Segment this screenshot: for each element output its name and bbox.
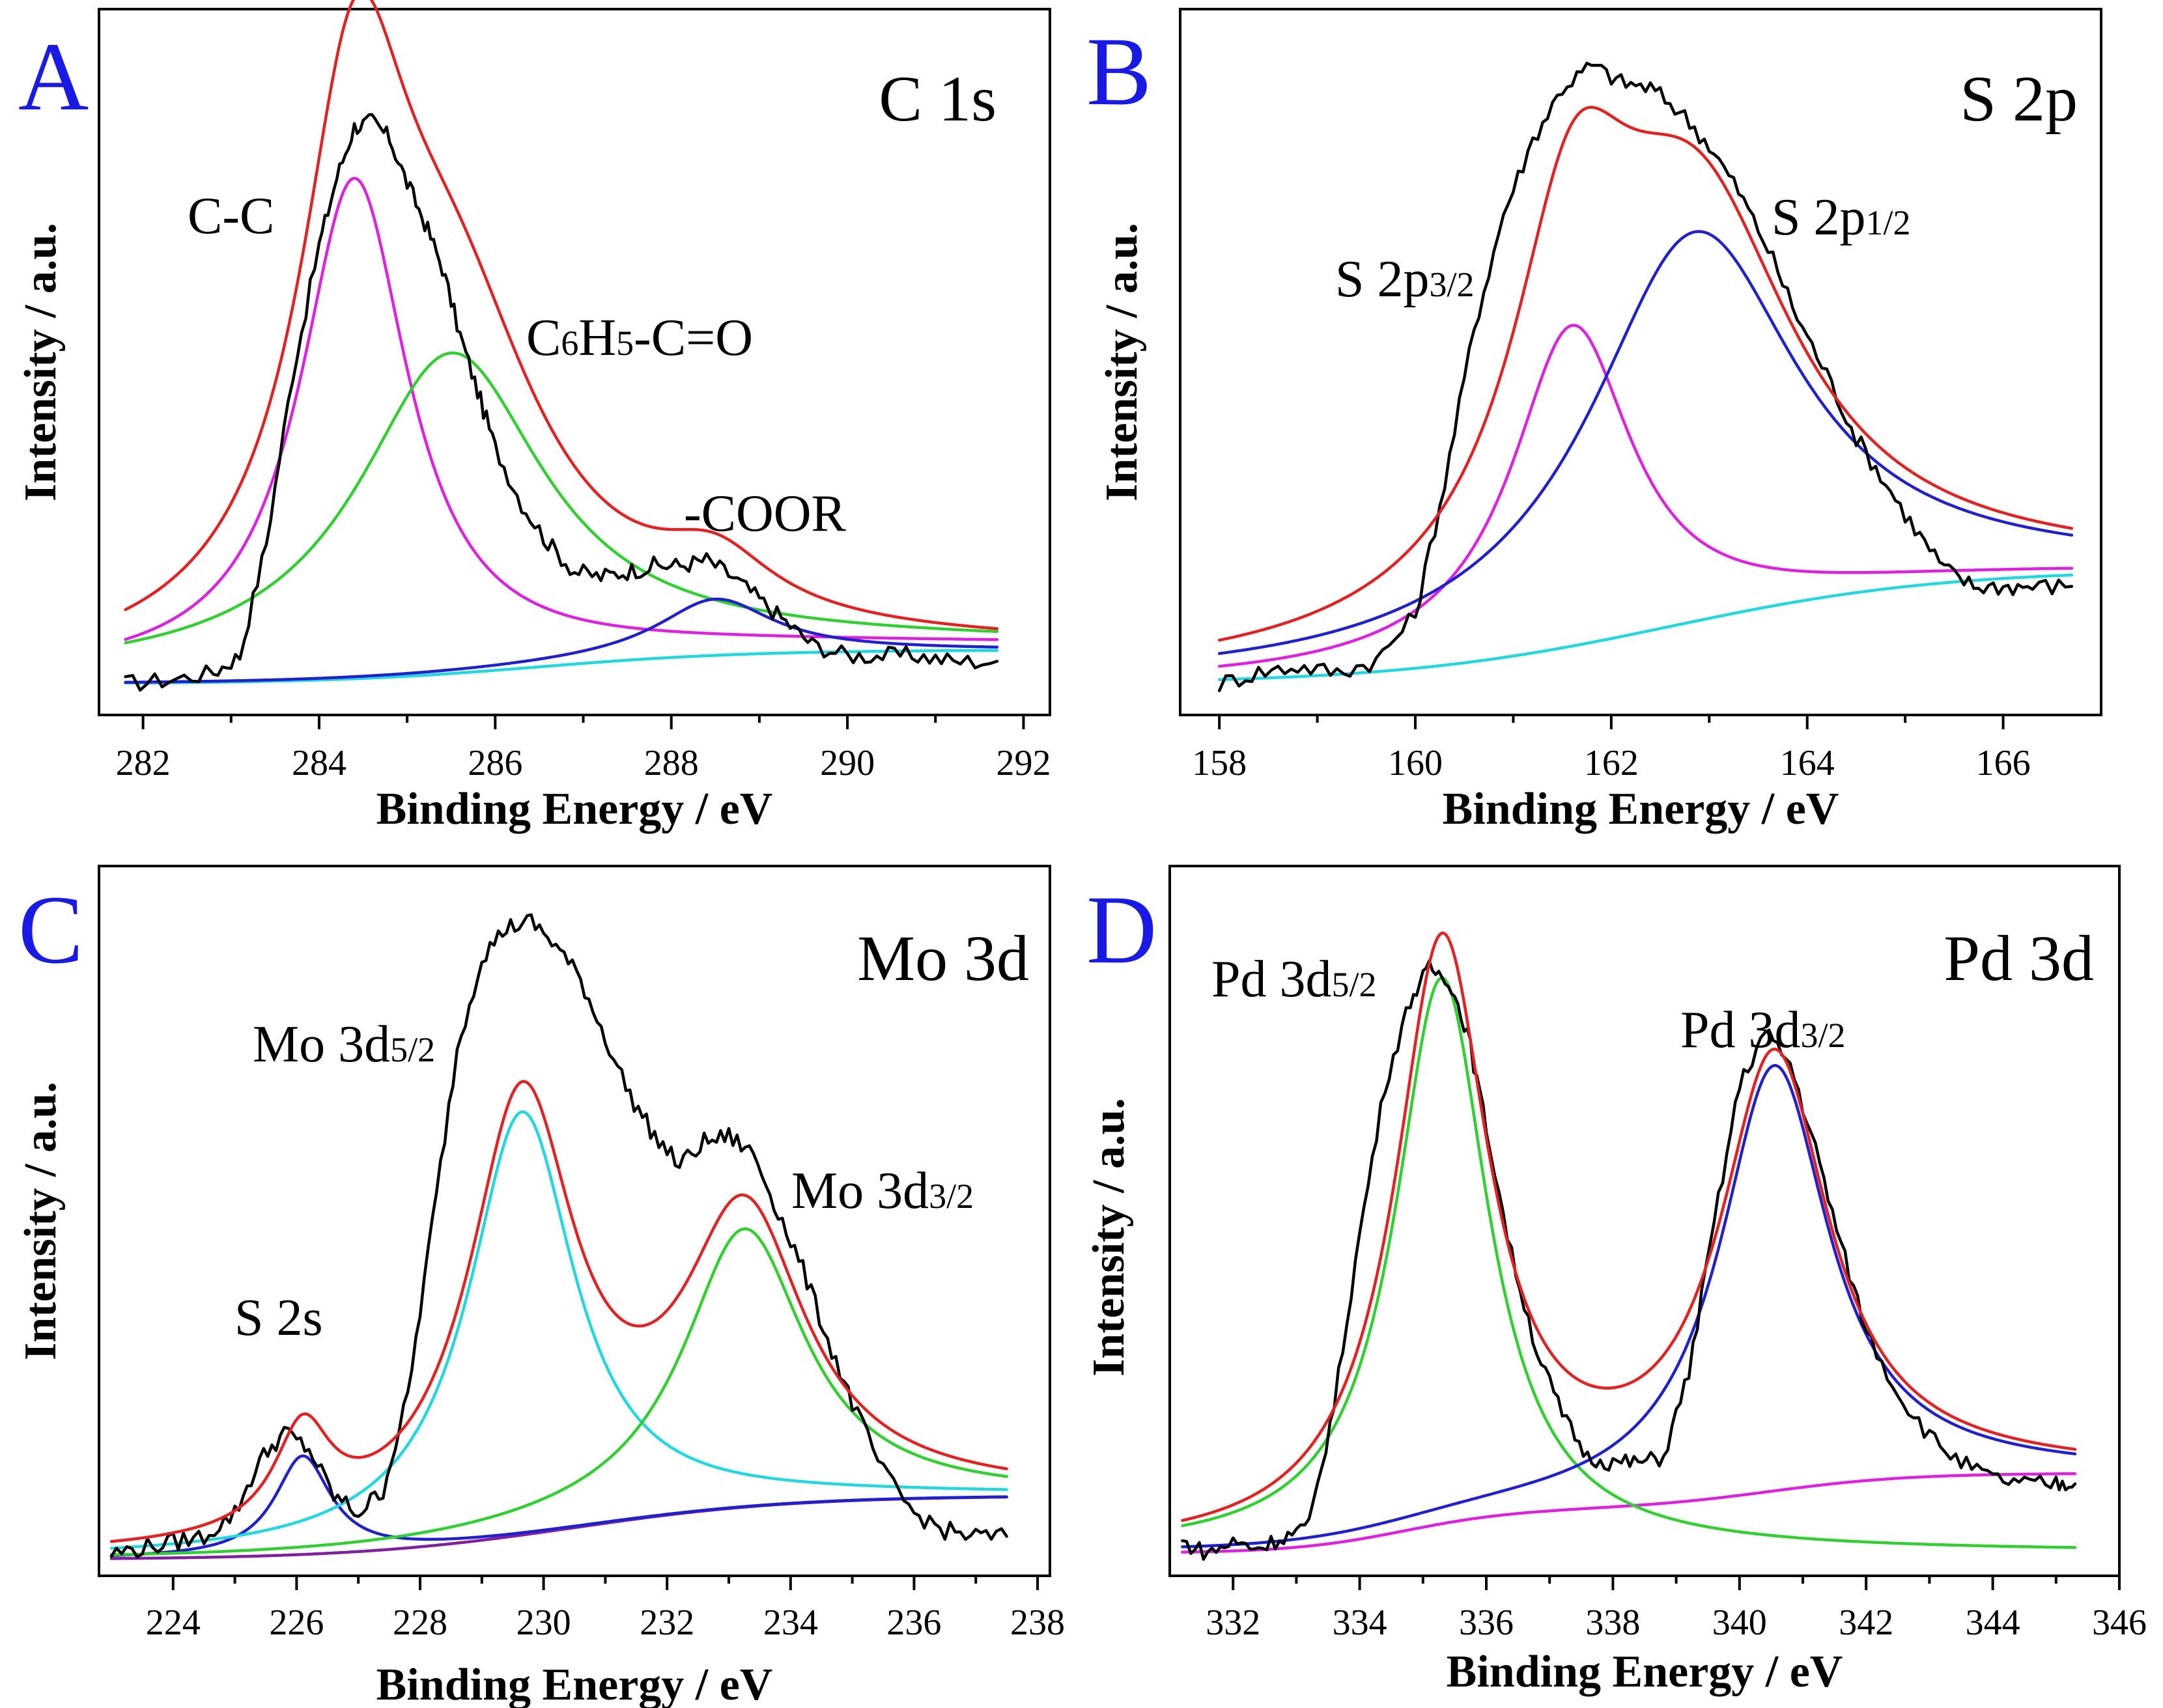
panel-c-y-axis-label: Intensity / a.u. [16, 1082, 66, 1360]
panel-letter-d: D [1086, 876, 1157, 984]
experimental-trace [109, 913, 1008, 1559]
panel-letter-c: C [18, 876, 83, 984]
panel-d-y-axis-label: Intensity / a.u. [1084, 1098, 1134, 1377]
x-tick-label: 236 [886, 1603, 941, 1643]
x-tick-label: 232 [640, 1603, 694, 1643]
panel-b-x-axis: 158 160 162 164 166 [1192, 715, 2031, 783]
x-tick-label: 158 [1192, 743, 1247, 783]
panel-letter-a: A [18, 23, 89, 131]
panel-a-x-axis-label: Binding Energy / eV [376, 784, 773, 834]
peak-curve-mo-3d3-2 [109, 1227, 1008, 1556]
x-tick-label: 342 [1839, 1603, 1893, 1643]
x-tick-label: 164 [1780, 743, 1835, 783]
annotation-pd-3d5-2: Pd 3d5/2 [1211, 951, 1377, 1008]
panel-c-title: Mo 3d [857, 922, 1029, 994]
peak-curve-s-2s [109, 1454, 1008, 1558]
x-tick-label: 332 [1206, 1603, 1260, 1643]
panel-b-curves [1217, 61, 2074, 692]
panel-d: D Pd 3d 332 334 336 338 340 342 344 346 Binding… [1084, 865, 2147, 1697]
panel-d-title: Pd 3d [1944, 922, 2094, 994]
envelope-fit-curve [109, 1080, 1008, 1543]
panel-a: A C 1s 282 284 286 288 290 292 Binding Energy… [16, 0, 1051, 834]
x-tick-label: 160 [1388, 743, 1443, 783]
peak-curve-coor [124, 597, 999, 684]
annotation-pd-3d3-2: Pd 3d3/2 [1680, 1001, 1846, 1059]
peak-curve-pd-3d5-2 [1181, 976, 2077, 1549]
experimental-trace [1217, 61, 2074, 692]
peak-curve-c6h5-c-o [124, 351, 999, 645]
x-tick-label: 292 [996, 743, 1051, 783]
x-tick-label: 238 [1010, 1603, 1065, 1643]
panel-d-x-axis: 332 334 336 338 340 342 344 346 [1206, 1576, 2147, 1643]
annotation-mo-3d3-2: Mo 3d3/2 [791, 1162, 974, 1220]
peak-curve-c-c [124, 176, 999, 641]
panel-d-x-axis-label: Binding Energy / eV [1447, 1647, 1843, 1697]
panel-b-y-axis-label: Intensity / a.u. [1097, 223, 1147, 501]
panel-b: B S 2p 158 160 162 164 166 Binding Energy / … [1086, 8, 2102, 834]
annotation-s-2p1-2: S 2p1/2 [1772, 189, 1911, 246]
x-tick-label: 284 [292, 743, 346, 783]
experimental-trace [1181, 959, 2077, 1561]
x-tick-label: 162 [1584, 743, 1639, 783]
background-curve [1217, 573, 2074, 681]
panel-d-frame [1168, 865, 2121, 1577]
panel-a-frame [98, 8, 1051, 716]
x-tick-label: 288 [644, 743, 699, 783]
panel-b-frame [1179, 8, 2102, 716]
panel-d-curves [1181, 931, 2077, 1561]
annotation-s-2s: S 2s [234, 1289, 323, 1347]
x-tick-label: 234 [763, 1603, 818, 1643]
panel-a-x-axis: 282 284 286 288 290 292 [116, 715, 1051, 783]
x-tick-label: 282 [116, 743, 171, 783]
envelope-fit-curve [1217, 105, 2074, 642]
panel-letter-b: B [1086, 18, 1152, 126]
peak-curve-mo-3d5-2 [109, 1110, 1008, 1550]
x-tick-label: 336 [1459, 1603, 1514, 1643]
peak-curve-s-2p1-2 [1217, 230, 2074, 655]
x-tick-label: 334 [1333, 1603, 1387, 1643]
x-tick-label: 286 [468, 743, 522, 783]
x-tick-label: 290 [820, 743, 875, 783]
x-tick-label: 338 [1585, 1603, 1640, 1643]
envelope-fit-curve [124, 0, 999, 630]
x-tick-label: 226 [269, 1603, 324, 1643]
panel-a-y-axis-label: Intensity / a.u. [16, 223, 66, 501]
panel-c: C Mo 3d 224 226 228 230 232 234 236 238 Binding… [16, 865, 1065, 1708]
panel-b-x-axis-label: Binding Energy / eV [1443, 784, 1839, 834]
x-tick-label: 346 [2092, 1603, 2147, 1643]
x-tick-label: 230 [516, 1603, 571, 1643]
peak-curve-pd-3d3-2 [1181, 1064, 2077, 1548]
background-curve [1181, 1472, 2077, 1554]
panel-b-title: S 2p [1960, 63, 2078, 135]
panel-c-curves [109, 913, 1008, 1560]
x-tick-label: 166 [1976, 743, 2031, 783]
panel-c-x-axis: 224 226 228 230 232 234 236 238 [146, 1576, 1065, 1643]
x-tick-label: 228 [393, 1603, 447, 1643]
x-tick-label: 340 [1712, 1603, 1767, 1643]
envelope-fit-curve [1181, 931, 2077, 1522]
annotation-mo-3d5-2: Mo 3d5/2 [253, 1016, 435, 1073]
annotation-s-2p3-2: S 2p3/2 [1335, 251, 1475, 308]
annotation-c6h5-c-o: C6H5-C=O [526, 309, 753, 367]
panel-c-frame [98, 865, 1051, 1577]
x-tick-label: 224 [146, 1603, 201, 1643]
annotation-coor: -COOR [684, 485, 847, 542]
experimental-trace [124, 113, 999, 692]
annotation-c-c: C-C [188, 188, 274, 245]
panel-a-title: C 1s [879, 63, 997, 135]
panel-a-curves [124, 0, 999, 692]
peak-curve-s-2p3-2 [1217, 324, 2074, 668]
panel-c-x-axis-label: Binding Energy / eV [376, 1660, 773, 1708]
x-tick-label: 344 [1966, 1603, 2020, 1643]
